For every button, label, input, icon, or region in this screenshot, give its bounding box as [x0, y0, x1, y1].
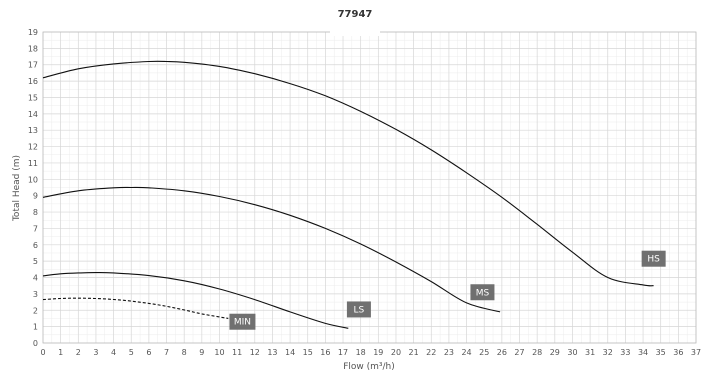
curve-label-box-ms	[470, 284, 495, 301]
x-axis-label: Flow (m³/h)	[343, 362, 395, 371]
x-tick-label: 33	[620, 348, 630, 357]
x-tick-label: 28	[532, 348, 542, 357]
x-tick-label: 30	[567, 348, 577, 357]
x-tick-label: 13	[267, 348, 277, 357]
curve-label-box-hs	[641, 250, 666, 267]
curve-label-ms: MS	[476, 288, 490, 298]
y-tick-label: 9	[33, 192, 38, 201]
x-tick-label: 35	[656, 348, 666, 357]
x-tick-label: 9	[199, 348, 204, 357]
x-tick-label: 25	[479, 348, 489, 357]
x-tick-label: 4	[111, 348, 116, 357]
y-tick-label: 14	[28, 110, 38, 119]
curve-label-box-ls	[346, 301, 371, 318]
x-tick-label: 21	[409, 348, 419, 357]
y-tick-label: 11	[28, 159, 38, 168]
x-tick-label: 22	[426, 348, 436, 357]
curve-label-box-min	[229, 313, 256, 330]
x-tick-label: 36	[673, 348, 683, 357]
y-tick-label: 5	[33, 257, 38, 266]
x-tick-label: 37	[691, 348, 701, 357]
minor-gridlines	[43, 32, 696, 343]
title-backdrop	[330, 22, 380, 36]
x-tick-label: 23	[444, 348, 454, 357]
y-axis-label: Total Head (m)	[12, 155, 22, 222]
y-tick-label: 12	[28, 143, 38, 152]
x-tick-label: 7	[164, 348, 169, 357]
curve-ms	[42, 186, 501, 313]
y-tick-label: 10	[28, 175, 38, 184]
x-tick-label: 3	[93, 348, 98, 357]
x-tick-label: 0	[40, 348, 45, 357]
curve-labels: HS MS LS MIN	[229, 250, 666, 330]
major-gridlines	[42, 31, 697, 344]
curve-label-ls: LS	[354, 305, 365, 315]
x-tick-label: 20	[391, 348, 401, 357]
y-tick-label: 2	[33, 306, 38, 315]
x-tick-label: 14	[285, 348, 295, 357]
x-tick-label: 12	[250, 348, 260, 357]
x-tick-label: 17	[338, 348, 348, 357]
y-tick-label: 8	[33, 208, 38, 217]
y-tick-label: 17	[28, 61, 38, 70]
curve-hs	[42, 60, 654, 287]
x-tick-label: 24	[461, 348, 471, 357]
y-tick-label: 0	[33, 339, 38, 348]
y-tick-label: 4	[33, 274, 38, 283]
y-tick-label: 15	[28, 93, 38, 102]
x-tick-label: 10	[214, 348, 224, 357]
y-tick-label: 18	[28, 44, 38, 53]
curve-label-min: MIN	[234, 318, 251, 328]
y-tick-label: 7	[33, 224, 38, 233]
y-tick-label: 13	[28, 126, 38, 135]
x-tick-label: 1	[58, 348, 63, 357]
x-tick-label: 26	[497, 348, 507, 357]
x-tick-labels: 0 1 2 3 4 5 6 7 8 9 10 11 12 13 14 15 16 17 18 19 20 21 22 23 24…	[40, 348, 701, 357]
curve-label-hs: HS	[647, 255, 660, 265]
x-tick-label: 34	[638, 348, 648, 357]
curve-min	[42, 297, 229, 319]
y-tick-label: 3	[33, 290, 38, 299]
x-tick-label: 6	[146, 348, 151, 357]
x-tick-label: 15	[303, 348, 313, 357]
x-tick-label: 29	[550, 348, 560, 357]
x-tick-label: 11	[232, 348, 242, 357]
axes	[42, 22, 697, 344]
x-tick-label: 18	[356, 348, 366, 357]
x-tick-label: 32	[603, 348, 613, 357]
x-tick-label: 5	[129, 348, 134, 357]
y-tick-label: 1	[33, 323, 38, 332]
x-tick-label: 31	[585, 348, 595, 357]
y-tick-label: 6	[33, 241, 38, 250]
y-tick-label: 19	[28, 28, 38, 37]
x-tick-label: 19	[373, 348, 383, 357]
chart-title: 77947	[338, 9, 373, 20]
x-tick-label: 8	[182, 348, 187, 357]
curve-ls	[42, 272, 349, 329]
curves	[42, 60, 654, 329]
x-tick-label: 27	[514, 348, 524, 357]
x-tick-label: 16	[320, 348, 330, 357]
y-tick-label: 16	[28, 77, 38, 86]
x-tick-label: 2	[76, 348, 81, 357]
